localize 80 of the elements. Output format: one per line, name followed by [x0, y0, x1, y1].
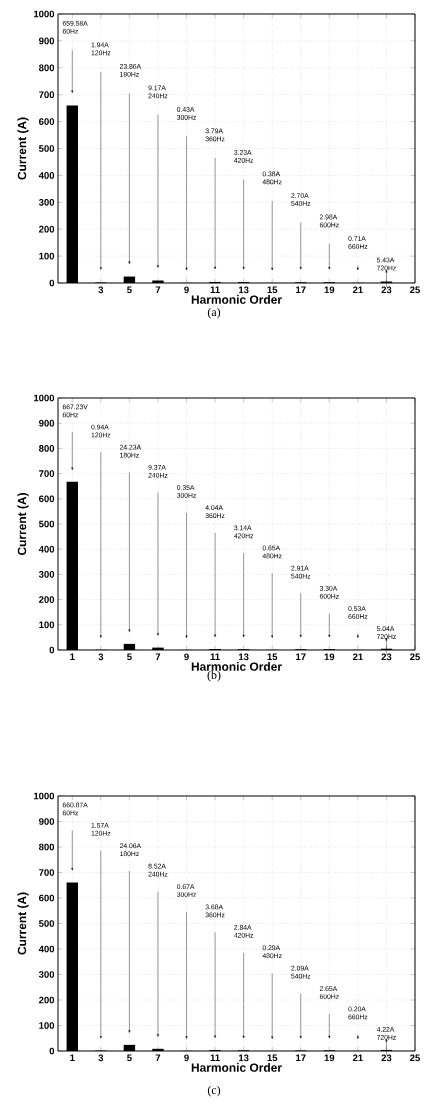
y-tick-label: 100	[39, 1022, 55, 1029]
x-tick-label: 3	[98, 1054, 104, 1062]
x-tick-label: 1	[70, 1054, 75, 1062]
x-tick-label: 23	[381, 286, 392, 294]
x-tick-label: 23	[381, 1054, 392, 1062]
x-tick-label: 23	[381, 653, 392, 661]
x-tick-label: 17	[296, 653, 306, 661]
y-tick-label: 100	[39, 621, 55, 629]
y-tick-label: 500	[38, 520, 55, 528]
y-tick-label: 200	[39, 596, 55, 603]
x-tick-label: 7	[155, 286, 161, 294]
x-tick-label: 5	[127, 1054, 132, 1062]
y-axis-title: Current (A)	[17, 493, 29, 556]
y-tick-label: 400	[38, 945, 55, 953]
x-tick-label: 25	[410, 1054, 420, 1062]
x-tick-label: 5	[127, 653, 132, 661]
y-tick-label: 900	[39, 419, 55, 427]
x-tick-label: 25	[410, 286, 420, 294]
y-tick-label: 300	[38, 571, 55, 578]
x-tick-label: 11	[210, 286, 220, 294]
y-tick-label: 600	[39, 495, 55, 503]
x-tick-label: 19	[324, 653, 335, 661]
x-tick-label: 15	[267, 653, 278, 661]
x-tick-label: 7	[155, 653, 161, 661]
x-tick-label: 17	[296, 1054, 306, 1062]
x-tick-label: 15	[267, 286, 278, 294]
y-tick-label: 1000	[34, 792, 55, 800]
y-tick-label: 700	[39, 91, 55, 99]
x-tick-label: 21	[352, 1054, 363, 1062]
y-tick-label: 0	[49, 646, 55, 654]
y-tick-label: 500	[38, 145, 55, 152]
y-tick-label: 300	[38, 198, 55, 206]
y-tick-label: 800	[38, 843, 55, 851]
x-tick-label: 9	[184, 653, 189, 661]
y-tick-label: 400	[38, 545, 55, 553]
x-tick-label: 25	[410, 653, 420, 661]
y-tick-label: 600	[39, 894, 55, 902]
text: (a)	[207, 307, 221, 319]
x-tick-label: 1	[70, 653, 75, 661]
x-tick-label: 21	[352, 286, 363, 294]
x-tick-label: 13	[238, 286, 249, 294]
y-tick-label: 0	[49, 279, 55, 287]
x-tick-label: 3	[98, 653, 104, 661]
x-axis-title: Harmonic Order	[191, 295, 282, 304]
y-tick-label: 200	[39, 225, 55, 233]
y-axis-title: Current (A)	[17, 117, 29, 180]
y-tick-label: 1000	[34, 394, 55, 402]
x-tick-label: 19	[324, 286, 335, 294]
x-axis-title: Harmonic Order	[191, 1063, 282, 1072]
x-tick-label: 11	[210, 653, 220, 661]
y-tick-label: 0	[49, 1047, 55, 1055]
x-axis-title: Harmonic Order	[191, 662, 282, 671]
text: (b)	[207, 670, 221, 682]
y-tick-label: 900	[39, 37, 55, 45]
y-tick-label: 1000	[34, 10, 55, 18]
x-tick-label: 9	[184, 286, 189, 294]
x-tick-label: 17	[296, 286, 306, 294]
x-tick-label: 13	[238, 1054, 249, 1062]
y-tick-label: 100	[39, 252, 55, 260]
y-tick-label: 800	[38, 445, 55, 452]
y-tick-label: 700	[39, 470, 55, 477]
y-axis-title: Current (A)	[17, 892, 29, 955]
y-tick-label: 700	[39, 869, 55, 876]
x-tick-label: 5	[127, 286, 132, 294]
text: (c)	[207, 1085, 221, 1097]
y-tick-label: 200	[39, 996, 55, 1004]
x-tick-label: 19	[324, 1054, 335, 1062]
x-tick-label: 11	[210, 1054, 220, 1062]
y-tick-label: 500	[38, 920, 55, 927]
y-tick-label: 300	[38, 971, 55, 978]
x-tick-label: 9	[184, 1054, 189, 1062]
x-tick-label: 13	[238, 653, 249, 661]
y-tick-label: 900	[39, 818, 55, 825]
x-tick-label: 21	[352, 653, 363, 661]
y-tick-label: 800	[38, 64, 55, 72]
y-tick-label: 600	[39, 118, 55, 125]
y-tick-label: 400	[38, 172, 55, 179]
x-tick-label: 3	[98, 286, 104, 294]
x-tick-label: 15	[267, 1054, 278, 1062]
x-tick-label: 7	[155, 1054, 161, 1062]
